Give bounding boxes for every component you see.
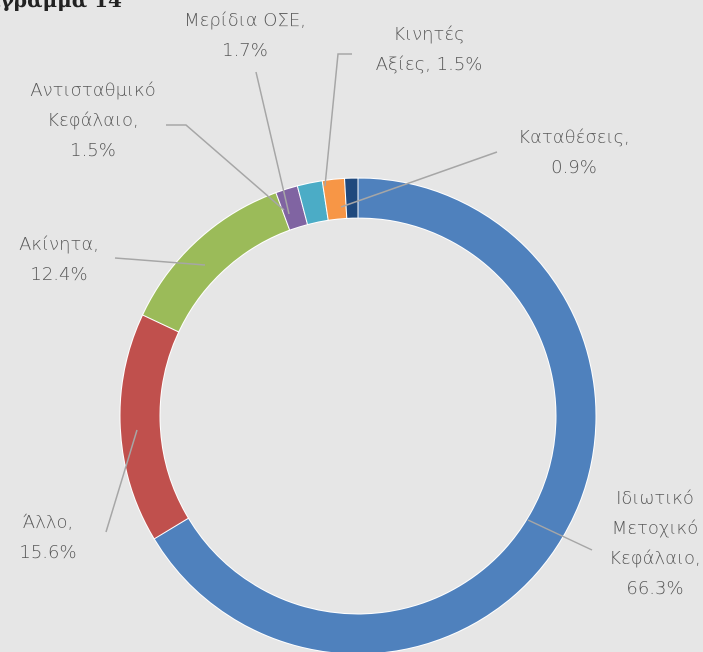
leader-line	[105, 429, 138, 533]
slice-label: Αντισταθμικό Κεφάλαιο, 1.5%	[25, 76, 161, 166]
value-label: 12.4%	[30, 264, 88, 285]
leader-line	[340, 151, 498, 208]
slice-label: Άλλο, 15.6%	[15, 508, 81, 568]
leader-line	[114, 257, 206, 266]
category: Αντισταθμικό Κεφάλαιο,	[30, 80, 156, 131]
category: Καταθέσεις,	[518, 127, 630, 148]
category: Ιδιωτικό Μετοχικό Κεφάλαιο,	[609, 488, 701, 569]
value-label: 1.5%	[436, 54, 483, 75]
leader-line	[324, 53, 352, 187]
value-label: 15.6%	[19, 542, 77, 563]
category: Ακίνητα,	[19, 234, 99, 255]
slice	[344, 177, 359, 219]
slice	[153, 177, 597, 652]
chart-title: Διάγραμμα 14	[0, 0, 122, 12]
category: Άλλο,	[22, 512, 74, 533]
value-label: 1.5%	[70, 140, 116, 161]
slice	[119, 314, 190, 540]
leader-line	[166, 124, 285, 211]
leader-line	[255, 71, 290, 215]
value-label: 66.3%	[626, 578, 684, 599]
slice-label: Ιδιωτικό Μετοχικό Κεφάλαιο, 66.3%	[603, 484, 703, 604]
category: Μερίδια ΟΣΕ,	[184, 10, 306, 31]
slice-label: Κινητές Αξίες, 1.5%	[367, 20, 491, 80]
slice-label: Μερίδια ΟΣΕ, 1.7%	[176, 6, 314, 66]
leader-line	[527, 519, 593, 551]
value-label: 1.7%	[222, 40, 268, 61]
slice-label: Ακίνητα, 12.4%	[14, 230, 104, 290]
value-label: 0.9%	[551, 157, 597, 178]
category: Κινητές Αξίες,	[375, 24, 465, 75]
slice-label: Καταθέσεις, 0.9%	[510, 123, 638, 183]
